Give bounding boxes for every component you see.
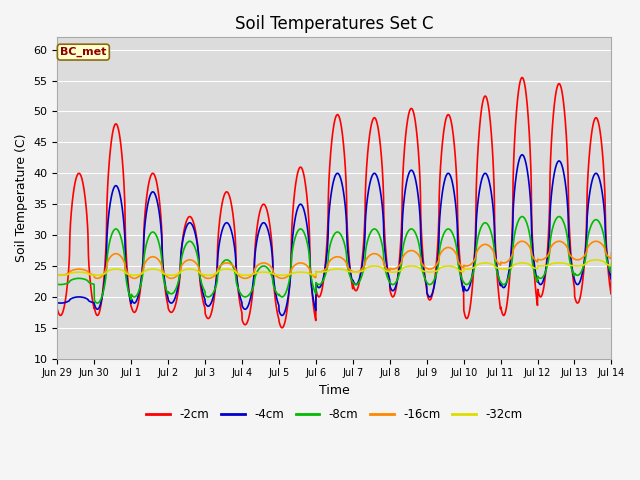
Line: -16cm: -16cm [58,241,611,278]
-16cm [574,257,582,263]
-2cm [351,287,358,292]
-32cm [574,263,582,269]
-2cm [208,308,216,314]
Line: -2cm: -2cm [58,77,611,328]
-4cm [208,299,216,304]
-4cm [518,152,526,157]
Line: -4cm: -4cm [58,155,611,315]
-16cm [363,256,371,262]
-16cm [208,275,216,280]
-8cm [559,217,566,223]
-8cm [495,277,503,283]
Title: Soil Temperatures Set C: Soil Temperatures Set C [235,15,434,33]
-2cm [575,300,582,305]
-2cm [54,307,61,312]
-4cm [54,300,61,306]
-32cm [495,266,503,272]
-2cm [278,325,286,331]
X-axis label: Time: Time [319,384,350,397]
-8cm [363,242,371,248]
-16cm [592,239,600,244]
Line: -32cm: -32cm [58,260,611,275]
-32cm [607,260,615,265]
-16cm [495,262,503,267]
-8cm [54,281,61,287]
-2cm [495,299,503,304]
-8cm [208,291,216,297]
-32cm [351,269,358,275]
-4cm [575,281,582,287]
-4cm [363,203,371,208]
-32cm [592,257,600,263]
-32cm [363,265,371,271]
-4cm [607,265,615,271]
-16cm [559,240,566,245]
-16cm [351,269,358,275]
Text: BC_met: BC_met [60,47,106,57]
-8cm [607,261,615,267]
-32cm [208,272,216,278]
-8cm [351,281,358,287]
-4cm [278,312,286,318]
-2cm [559,95,566,100]
-16cm [54,272,61,278]
Y-axis label: Soil Temperature (C): Soil Temperature (C) [15,134,28,262]
-8cm [575,272,582,278]
-4cm [351,281,358,287]
-4cm [495,279,503,285]
-16cm [93,276,101,281]
-8cm [555,214,563,219]
-2cm [518,74,526,80]
Line: -8cm: -8cm [58,216,611,303]
-2cm [607,263,615,269]
-4cm [559,166,566,172]
-32cm [54,272,61,278]
-32cm [559,260,566,266]
-8cm [93,300,101,306]
-16cm [607,250,615,256]
Legend: -2cm, -4cm, -8cm, -16cm, -32cm: -2cm, -4cm, -8cm, -16cm, -32cm [141,403,527,426]
-2cm [363,165,371,170]
-32cm [57,272,65,278]
